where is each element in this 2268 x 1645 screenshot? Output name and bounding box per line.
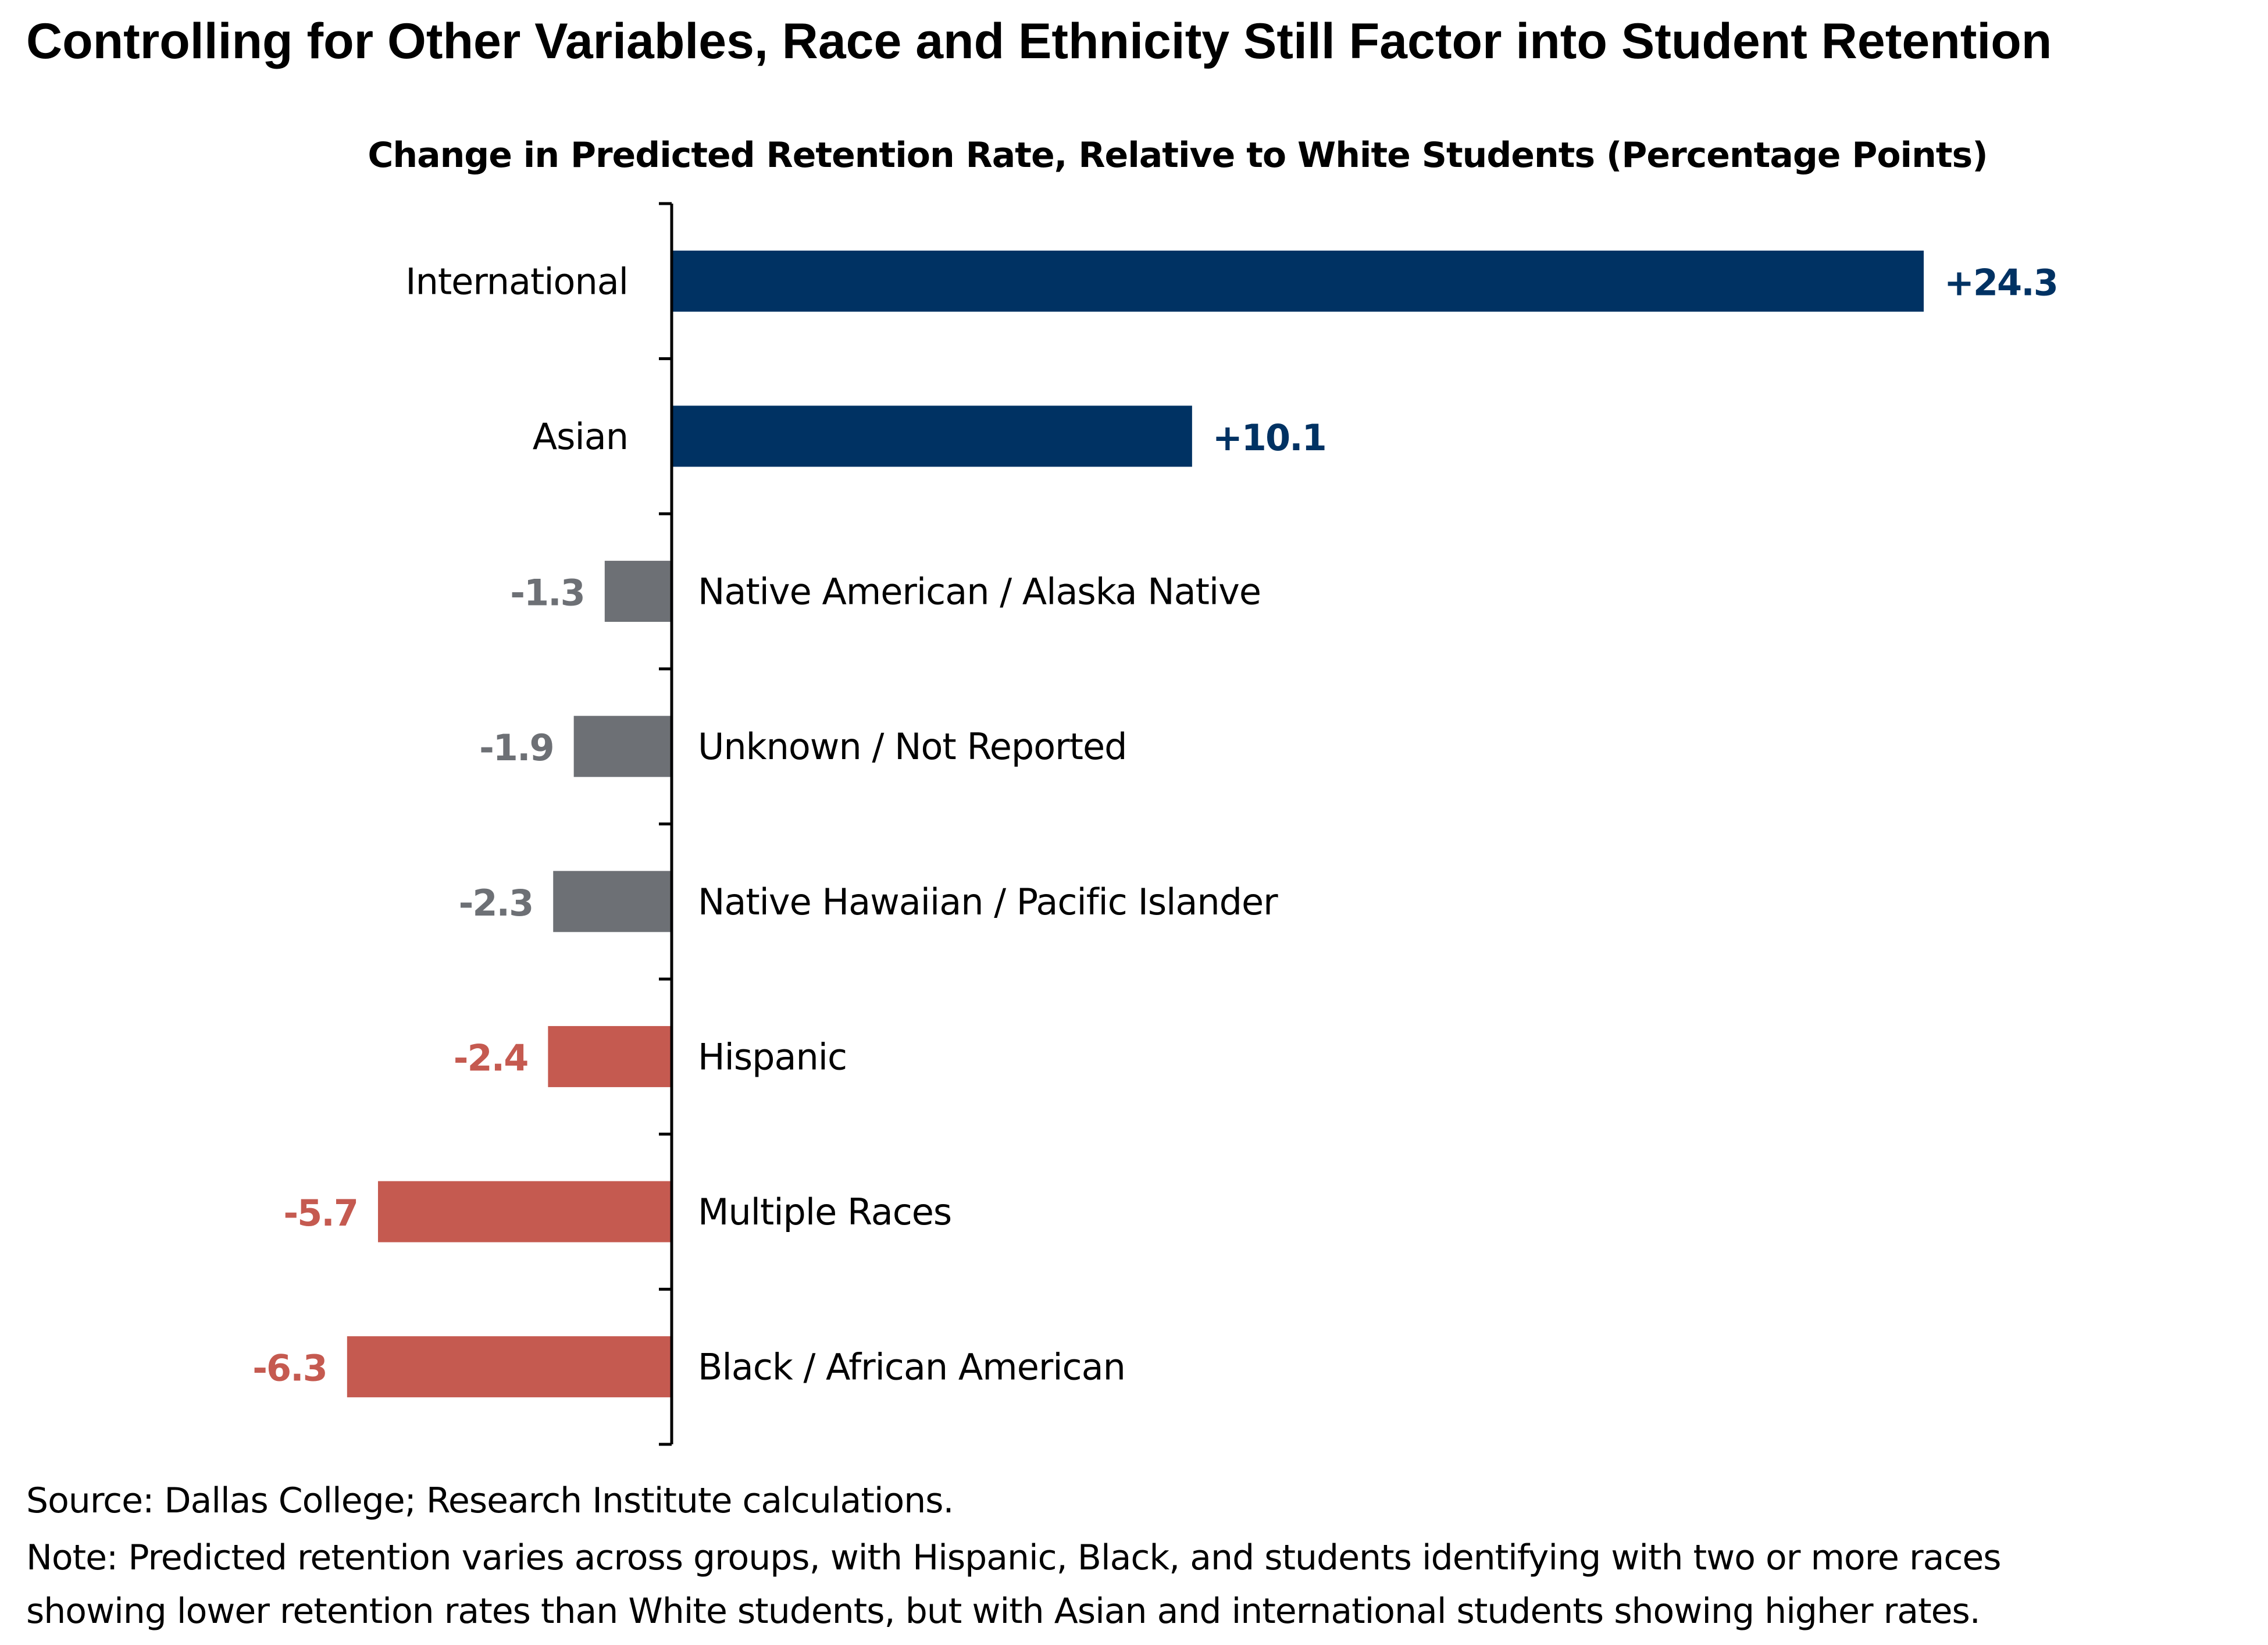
note-line-1: Note: Predicted retention varies across … [26, 1537, 2002, 1578]
source-note: Source: Dallas College; Research Institu… [26, 1480, 954, 1521]
data-label: +24.3 [1944, 261, 2057, 304]
category-label: Hispanic [698, 1035, 847, 1078]
bar [573, 715, 672, 777]
category-label: International [405, 260, 628, 302]
data-label: -1.9 [479, 727, 554, 769]
data-label: -2.3 [459, 882, 533, 924]
bar [347, 1336, 672, 1398]
data-label: +10.1 [1213, 416, 1326, 459]
data-label: -2.4 [454, 1037, 528, 1079]
data-label: -5.7 [283, 1192, 358, 1234]
bar [604, 561, 672, 622]
data-label: -1.3 [510, 572, 584, 614]
data-label: -6.3 [252, 1347, 327, 1390]
bar [377, 1181, 672, 1242]
chart-title: Controlling for Other Variables, Race an… [26, 13, 2052, 69]
chart-subtitle: Change in Predicted Retention Rate, Rela… [368, 135, 1988, 176]
category-label: Black / African American [698, 1346, 1125, 1388]
bar [548, 1026, 672, 1087]
bar [672, 250, 1924, 312]
category-label: Native Hawaiian / Pacific Islander [698, 881, 1278, 923]
bar [672, 405, 1192, 467]
category-label: Unknown / Not Reported [698, 725, 1126, 768]
category-label: Multiple Races [698, 1191, 951, 1233]
bar [553, 871, 672, 932]
category-label: Native American / Alaska Native [698, 571, 1261, 613]
category-label: Asian [533, 415, 628, 458]
note-line-2: showing lower retention rates than White… [26, 1591, 1981, 1632]
